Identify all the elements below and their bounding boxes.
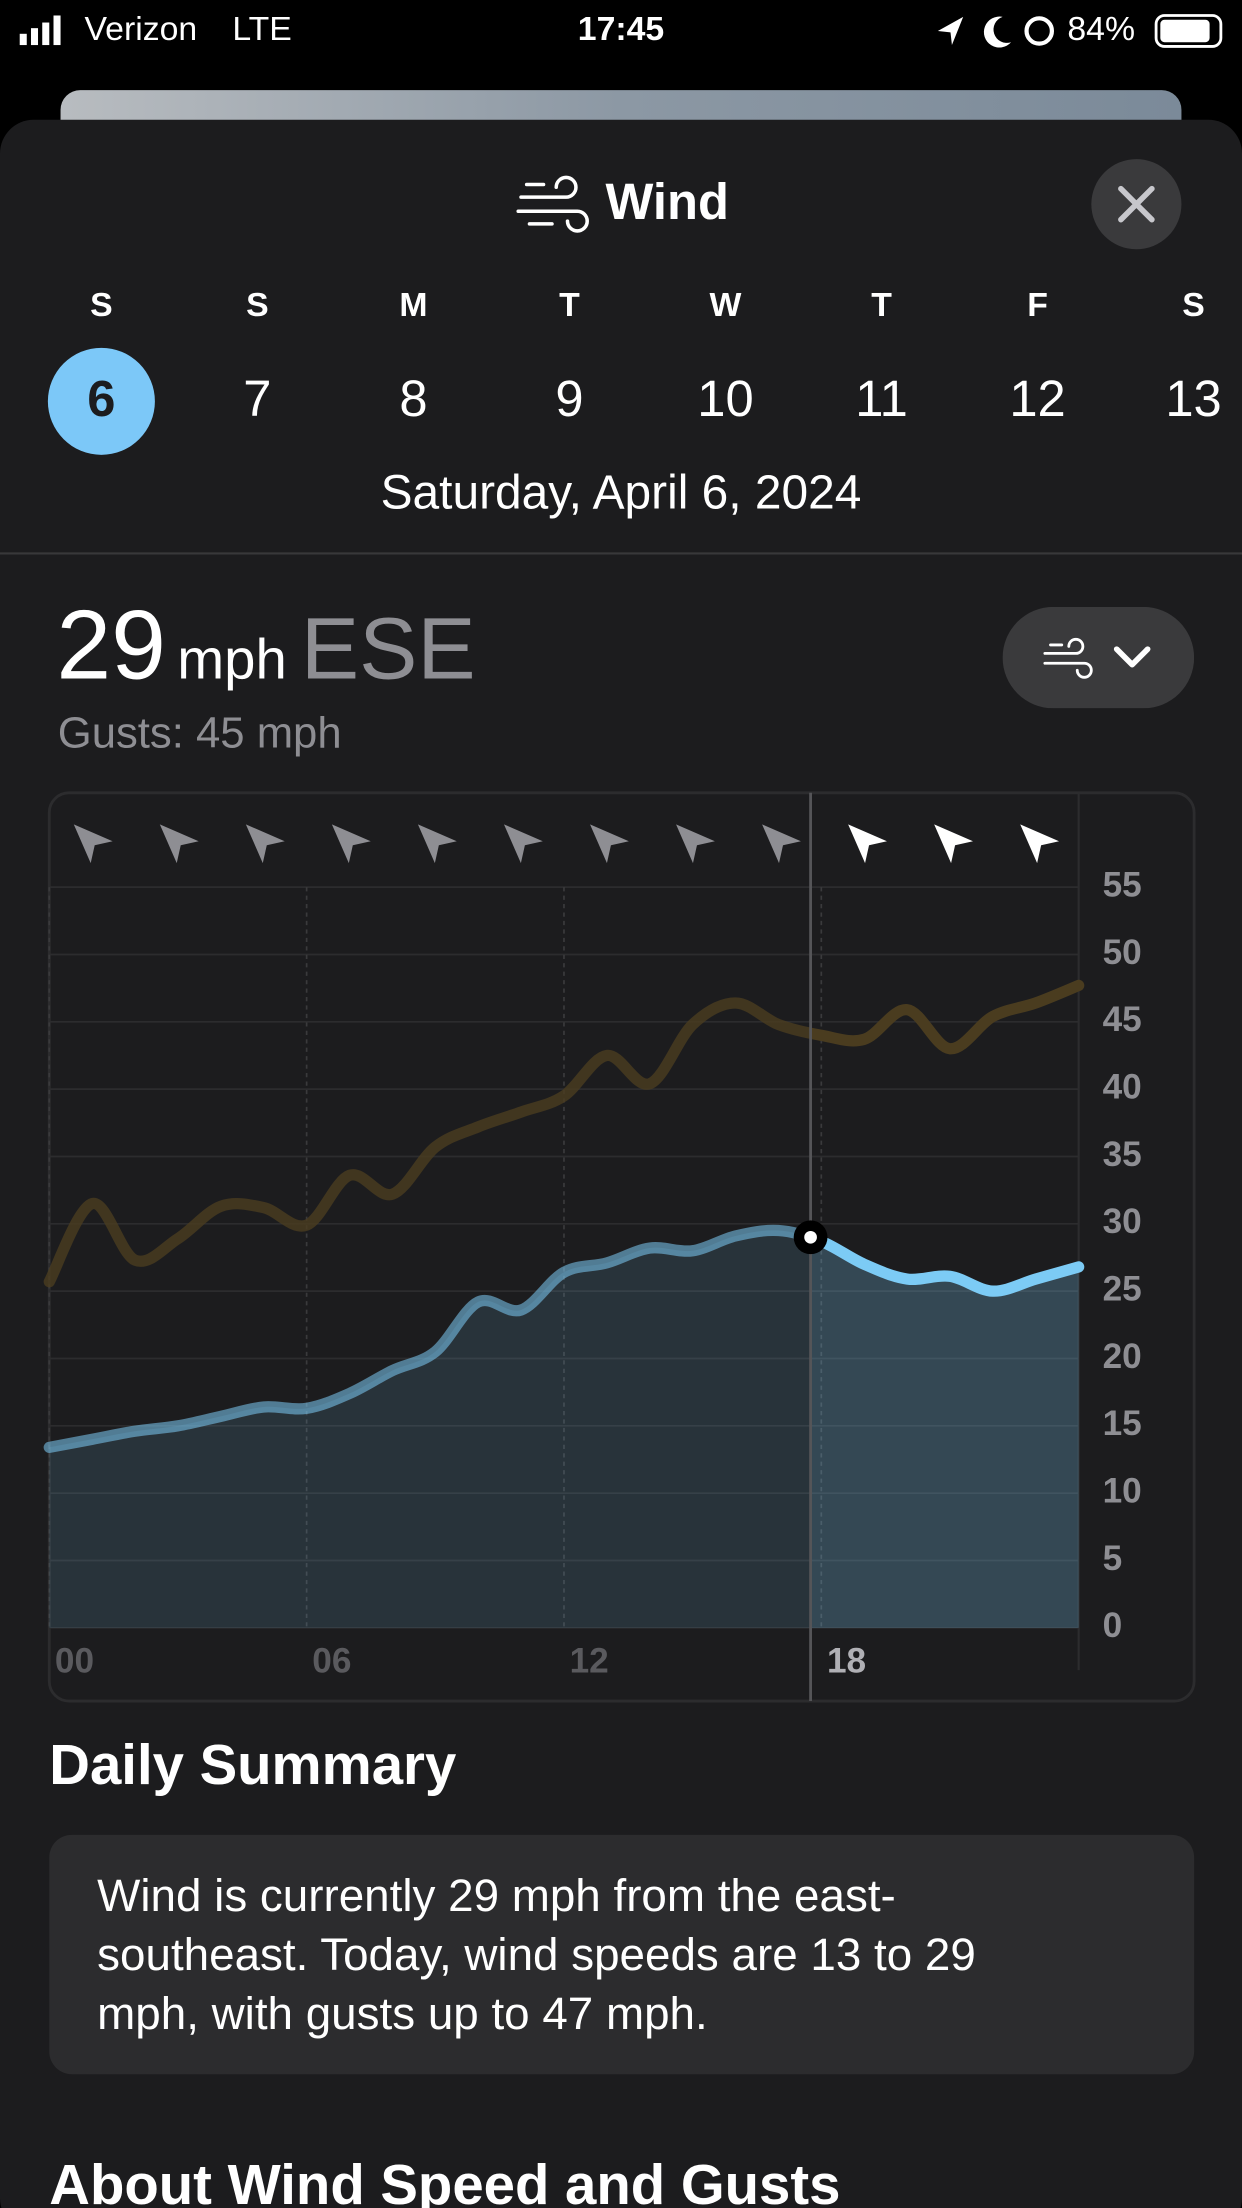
x-tick-label: 06 [312,1641,351,1680]
day[interactable]: 12 [1009,370,1065,427]
clock: 17:45 [578,10,664,48]
direction-arrow [1020,824,1060,864]
day-letter: S [1182,286,1205,324]
current-marker-dot [804,1230,817,1244]
signal-bar [30,28,39,46]
y-tick-label: 30 [1103,1202,1142,1241]
y-tick-label: 20 [1103,1337,1142,1376]
summary-text: Wind is currently 29 mph from the east-s… [97,1870,976,2040]
day-letter: W [710,286,742,324]
battery-level [1160,19,1210,43]
y-tick-label: 55 [1103,865,1142,904]
chart-selector[interactable] [1002,606,1195,709]
direction-arrow [934,824,973,864]
day-number: 6 [87,370,115,427]
day[interactable]: 9 [555,370,583,427]
direction-arrow [331,824,371,864]
y-tick-label: 15 [1103,1404,1142,1443]
direction: ESE [300,601,476,699]
series-line [43,1224,1085,1454]
summary-heading: Daily Summary [49,1734,457,1797]
x-tick-label: 12 [570,1641,609,1680]
day-letter: T [871,286,892,324]
speed-unit: mph [177,629,287,692]
y-tick-label: 5 [1103,1539,1123,1578]
moon-icon [983,16,1012,48]
battery-icon [1154,14,1223,48]
gusts: Gusts: 45 mph [57,708,342,758]
day[interactable]: 11 [855,370,908,427]
day[interactable]: 8 [399,370,427,427]
y-tick-label: 40 [1103,1067,1142,1106]
signal-bar [53,15,61,46]
wind-chart: 0 5 10 15 20 25 30 35 40 45 50 55 00 06 12 18 [43,791,1196,1703]
series-line [43,979,1085,1288]
selector-pill [1002,606,1195,709]
direction-arrow [848,824,887,864]
y-tick-label: 45 [1103,1000,1142,1039]
area-fill [49,1230,1079,1628]
location-icon [937,16,964,46]
battery-text: 84% [1067,10,1135,48]
day[interactable]: 7 [243,370,271,427]
chevron [1113,646,1151,668]
day-number: 13 [1165,370,1221,427]
current-speed: 29 [56,590,166,700]
close-icon [1118,185,1155,223]
header: Wind S 6 S 7 M 8 T 9 W 10 T 11 F 12 S 13 Saturday, Apri… [0,159,1242,555]
y-tick-label: 25 [1103,1269,1142,1308]
x-tick-label: 18 [827,1641,866,1680]
signal-bar [19,33,27,46]
day-number: 7 [243,370,271,427]
day[interactable]: 10 [697,370,753,427]
network: LTE [232,10,291,48]
alarm-icon [1024,16,1055,46]
day-number: 11 [855,370,908,427]
selected-day [47,347,155,455]
y-tick-label: 50 [1103,933,1142,972]
direction-arrow [417,824,457,864]
title: Wind [606,173,729,230]
day-letter: F [1027,286,1048,324]
y-tick-label: 35 [1103,1135,1142,1174]
day-number: 12 [1009,370,1065,427]
selector-icon [1043,637,1093,679]
date: Saturday, April 6, 2024 [381,466,862,519]
day-letter: T [559,286,580,324]
signal-bar [42,22,50,46]
direction-arrow [762,824,801,864]
day-number: 9 [555,370,583,427]
summary-card [49,1834,1195,2075]
day-letter: S [246,286,269,324]
direction-arrow [503,824,543,864]
about-heading: About Wind Speed and Gusts [49,2154,841,2208]
status-bar: Verizon LTE 17:45 84% [19,10,1223,48]
day-number: 10 [697,370,753,427]
direction-arrow [73,824,113,864]
day-number: 8 [399,370,427,427]
day-letter: S [90,286,113,324]
y-tick-label: 0 [1103,1606,1123,1645]
day-letter: M [399,286,427,324]
day[interactable]: 13 [1165,370,1221,427]
direction-arrow [590,824,629,864]
direction-arrow [676,824,715,864]
current-row: 29 mph ESE [56,589,475,702]
x-tick-label: 00 [55,1641,94,1680]
carrier: Verizon [84,10,197,48]
y-tick-label: 10 [1103,1471,1142,1510]
wind-icon [516,175,589,233]
direction-arrow [159,824,199,864]
day[interactable]: 6 [47,347,155,455]
direction-arrow [245,824,285,864]
